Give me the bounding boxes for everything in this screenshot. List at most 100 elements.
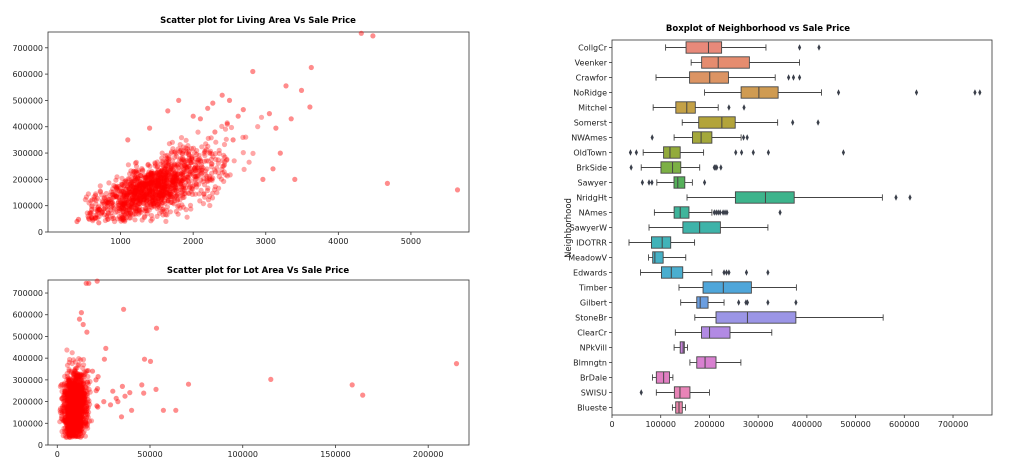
scatter-point	[292, 176, 298, 182]
scatter-point	[68, 411, 74, 417]
scatter-point	[71, 421, 78, 427]
scatter-point	[199, 161, 205, 167]
scatter-point	[74, 394, 80, 400]
scatter-point	[79, 401, 85, 408]
scatter-point	[78, 399, 84, 405]
scatter-point	[135, 190, 141, 196]
scatter-point	[71, 403, 77, 409]
scatter-point	[62, 418, 68, 424]
scatter-point	[82, 405, 88, 411]
scatter-point	[70, 378, 76, 384]
scatter-point	[101, 206, 107, 212]
scatter-point	[178, 181, 184, 187]
scatter-point	[148, 201, 154, 207]
scatter-point	[66, 415, 72, 421]
box-Gilbert	[680, 296, 798, 309]
scatter-point	[68, 421, 74, 427]
box-iqr	[689, 71, 729, 84]
scatter-point	[70, 396, 76, 402]
scatter-point	[66, 397, 72, 404]
scatter-point	[74, 405, 80, 411]
scatter-point	[78, 394, 84, 400]
scatter-point	[76, 372, 83, 378]
scatter-point	[112, 192, 118, 198]
scatter-point	[75, 416, 81, 422]
scatter-point	[129, 199, 136, 205]
scatter-point	[135, 176, 141, 182]
scatter-point	[246, 159, 252, 165]
scatter-point	[82, 395, 88, 401]
scatter-point	[70, 406, 77, 412]
scatter-point	[360, 392, 366, 398]
scatter-point	[148, 175, 154, 181]
scatter-point	[370, 33, 376, 39]
scatter-point	[155, 184, 161, 190]
scatter-point	[73, 370, 79, 377]
scatter-point	[79, 426, 85, 432]
scatter-point	[69, 408, 75, 414]
scatter-point	[82, 394, 88, 400]
scatter-point	[73, 406, 79, 412]
scatter-point	[64, 394, 70, 400]
scatter-point	[204, 187, 211, 194]
scatter-point	[74, 399, 80, 405]
scatter-point	[148, 186, 155, 192]
scatter-point	[175, 165, 181, 171]
scatter-point	[75, 376, 81, 382]
scatter-point	[67, 432, 73, 438]
scatter-point	[67, 391, 73, 397]
scatter-point	[160, 212, 166, 218]
scatter-point	[156, 167, 162, 173]
scatter-point	[117, 190, 124, 196]
scatter-point	[62, 373, 68, 379]
scatter-point	[75, 415, 81, 422]
scatter-point	[72, 424, 78, 430]
scatter-point	[75, 424, 81, 430]
scatter-point	[180, 166, 187, 172]
scatter-point	[65, 383, 71, 389]
scatter-point	[64, 388, 70, 394]
scatter-point	[223, 172, 229, 178]
category-label: NWAmes	[571, 134, 607, 143]
scatter-point	[134, 202, 140, 208]
scatter-point	[198, 158, 204, 164]
scatter-point	[159, 171, 165, 177]
scatter-point	[144, 197, 150, 203]
scatter-point	[63, 428, 69, 434]
scatter-point	[72, 387, 78, 393]
scatter-point	[64, 406, 70, 412]
scatter-point	[73, 374, 79, 380]
scatter-point	[127, 186, 133, 192]
scatter-point	[77, 376, 83, 382]
scatter-point	[71, 399, 77, 405]
scatter-point	[70, 416, 76, 422]
scatter-point	[133, 196, 139, 202]
scatter-point	[86, 280, 92, 286]
scatter-point	[72, 416, 79, 422]
scatter-point	[358, 30, 364, 36]
scatter-point	[75, 391, 81, 397]
scatter-point	[78, 403, 84, 409]
scatter-point	[116, 202, 122, 208]
scatter-point	[181, 166, 187, 173]
scatter-point	[119, 181, 125, 188]
scatter-point	[96, 207, 103, 213]
scatter-point	[72, 382, 78, 388]
scatter-point	[72, 396, 78, 402]
scatter-point	[76, 394, 82, 400]
scatter-point	[76, 415, 82, 421]
scatter-point	[152, 185, 159, 191]
scatter-point	[74, 416, 80, 423]
scatter-point	[70, 404, 76, 410]
scatter-point	[164, 168, 170, 174]
scatter-point	[121, 193, 127, 199]
scatter-point	[74, 415, 80, 421]
scatter-point	[121, 197, 127, 203]
y-tick-label: 600000	[12, 70, 43, 79]
scatter-point	[78, 391, 84, 397]
scatter-point	[64, 425, 70, 431]
scatter-point	[147, 199, 153, 205]
scatter-point	[169, 158, 176, 164]
scatter-point	[190, 171, 196, 177]
scatter-point	[84, 414, 90, 420]
